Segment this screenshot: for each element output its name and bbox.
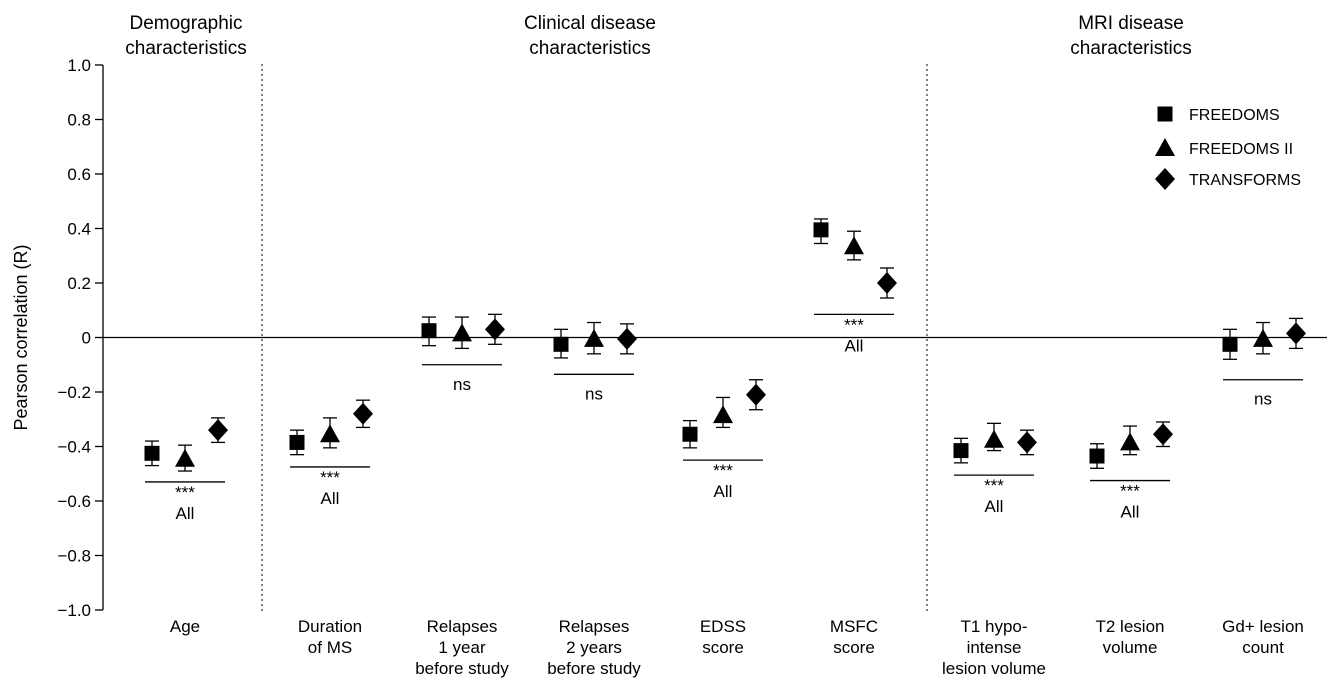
significance-stars: ***: [320, 468, 340, 487]
data-point: [320, 424, 340, 443]
significance-annotations: *** All *** All ns ns *** All *** All *** All *** All…: [145, 313, 1303, 523]
data-point: [682, 426, 698, 442]
significance-label: All: [176, 504, 195, 523]
data-point: [421, 323, 437, 339]
significance-label: ns: [453, 375, 471, 394]
y-tick-label: 0.4: [67, 220, 91, 239]
category-label-line: Relapses: [559, 617, 630, 636]
data-point: [1286, 322, 1306, 345]
category-label-line: Gd+ lesion: [1222, 617, 1304, 636]
category-label-line: Duration: [298, 617, 362, 636]
data-point: [175, 448, 195, 467]
y-tick-label: 0: [82, 329, 91, 348]
significance-stars: ***: [713, 461, 733, 480]
y-tick-label: 0.8: [67, 111, 91, 130]
group-separators: [261, 64, 928, 612]
data-point: [1153, 423, 1173, 446]
significance-label: All: [714, 482, 733, 501]
data-point: [208, 419, 228, 442]
category-label-line: EDSS: [700, 617, 746, 636]
y-tick-label: −0.4: [57, 438, 91, 457]
series-transforms: [208, 267, 1306, 456]
category-label-line: T2 lesion: [1096, 617, 1165, 636]
legend: FREEDOMS FREEDOMS II TRANSFORMS: [1155, 106, 1301, 190]
y-axis: −1.0 −0.8 −0.6 −0.4 −0.2 0 0.2 0.4 0.6 0.8 1.0 Pear…: [11, 56, 104, 620]
group-title-line: MRI disease: [1078, 13, 1184, 34]
data-point: [553, 336, 569, 352]
data-point: [617, 327, 637, 350]
data-point: [746, 383, 766, 406]
category-label-line: score: [833, 638, 875, 657]
data-point: [1120, 432, 1140, 451]
data-point: [1253, 328, 1273, 347]
y-axis-title: Pearson correlation (R): [11, 244, 31, 430]
significance-stars: ***: [984, 476, 1004, 495]
data-point: [485, 318, 505, 341]
group-title-line: characteristics: [529, 38, 650, 59]
significance-label: ns: [585, 384, 603, 403]
data-point: [289, 434, 305, 450]
category-label-line: volume: [1103, 638, 1158, 657]
data-point: [877, 272, 897, 294]
data-point: [953, 443, 969, 459]
significance-stars: ***: [1120, 482, 1140, 501]
data-point: [1017, 431, 1037, 454]
category-label-line: 1 year: [438, 638, 486, 657]
category-label-line: count: [1242, 638, 1284, 657]
y-tick-label: −0.6: [57, 492, 91, 511]
data-point: [452, 323, 472, 342]
group-title-line: characteristics: [1070, 38, 1191, 59]
category-label-line: lesion volume: [942, 659, 1046, 678]
y-tick-label: 1.0: [67, 56, 91, 75]
x-axis-category-labels: Age Duration of MS Relapses 1 year before stu…: [170, 617, 1304, 678]
category-label-line: before study: [547, 659, 641, 678]
series-freedoms-ii: [175, 230, 1273, 472]
group-title-line: Demographic: [130, 13, 243, 34]
y-tick-label: −1.0: [57, 601, 91, 620]
category-label-line: of MS: [308, 638, 352, 657]
y-tick-label: 0.6: [67, 165, 91, 184]
significance-label: All: [321, 489, 340, 508]
legend-marker: [1157, 106, 1173, 122]
data-point: [584, 328, 604, 347]
category-label-line: MSFC: [830, 617, 878, 636]
data-point: [353, 402, 373, 425]
series-freedoms: [144, 218, 1238, 469]
group-title-line: characteristics: [125, 38, 246, 59]
significance-label: All: [985, 497, 1004, 516]
data-point: [1089, 448, 1105, 464]
group-titles: Demographic characteristics Clinical disea…: [125, 13, 1191, 59]
data-point: [984, 429, 1004, 448]
y-tick-label: −0.8: [57, 547, 91, 566]
category-label-line: before study: [415, 659, 509, 678]
y-tick-label: −0.2: [57, 383, 91, 402]
data-point: [144, 445, 160, 461]
y-tick-label: 0.2: [67, 274, 91, 293]
legend-marker: [1155, 168, 1175, 190]
data-point: [813, 222, 829, 238]
data-point: [1222, 336, 1238, 352]
data-point: [844, 236, 864, 255]
category-label-line: 2 years: [566, 638, 622, 657]
category-label-line: Relapses: [427, 617, 498, 636]
legend-label: FREEDOMS: [1189, 107, 1280, 124]
category-label-line: intense: [967, 638, 1022, 657]
category-label-line: T1 hypo-: [960, 617, 1027, 636]
significance-label: ns: [1254, 390, 1272, 409]
significance-label: All: [845, 336, 864, 355]
legend-label: TRANSFORMS: [1189, 172, 1301, 189]
data-point: [713, 405, 733, 424]
legend-marker: [1155, 138, 1175, 156]
legend-label: FREEDOMS II: [1189, 141, 1293, 158]
category-label-line: Age: [170, 617, 200, 636]
significance-stars: ***: [844, 315, 864, 334]
data-points: [144, 218, 1306, 472]
category-label-line: score: [702, 638, 744, 657]
significance-label: All: [1121, 503, 1140, 522]
group-title-line: Clinical disease: [524, 13, 656, 34]
significance-stars: ***: [175, 483, 195, 502]
